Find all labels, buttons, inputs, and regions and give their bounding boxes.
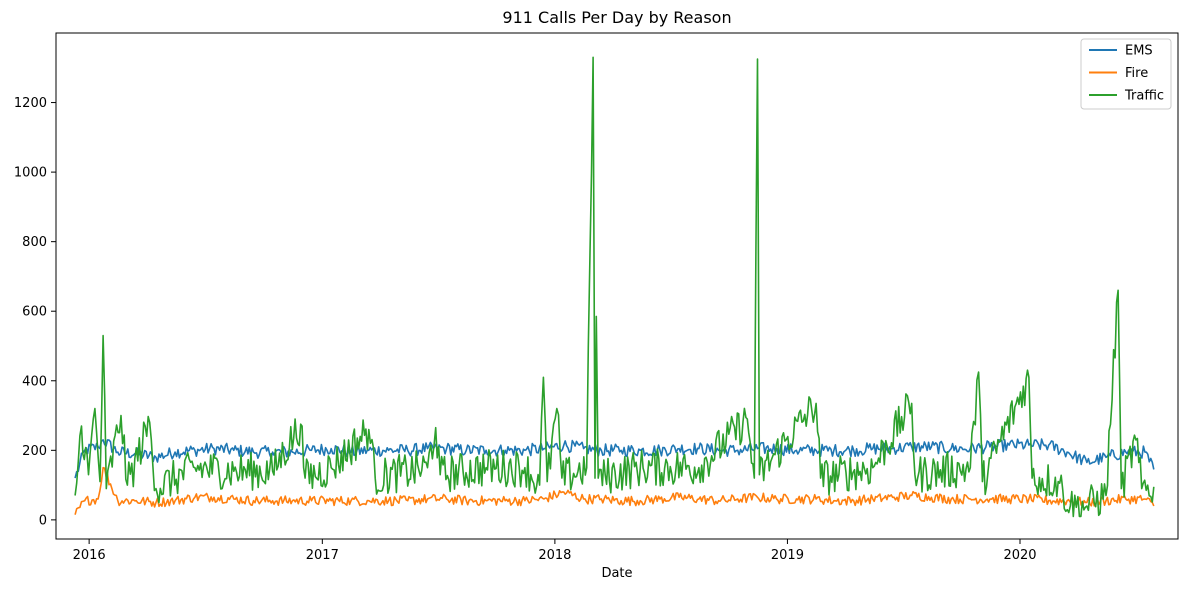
y-tick-label: 800 bbox=[22, 235, 47, 250]
x-tick-label: 2017 bbox=[306, 548, 339, 563]
y-tick-label: 600 bbox=[22, 305, 47, 320]
legend-label-traffic: Traffic bbox=[1124, 89, 1164, 104]
chart-title: 911 Calls Per Day by Reason bbox=[502, 8, 731, 27]
y-tick-label: 1000 bbox=[14, 166, 47, 181]
x-tick-label: 2020 bbox=[1003, 548, 1036, 563]
y-tick-label: 200 bbox=[22, 444, 47, 459]
series-line-ems bbox=[74, 438, 1155, 479]
legend-label-ems: EMS bbox=[1125, 44, 1153, 59]
plot-frame bbox=[55, 32, 1179, 540]
x-tick-label: 2019 bbox=[771, 548, 804, 563]
y-tick-label: 0 bbox=[39, 513, 47, 528]
series-layer bbox=[74, 56, 1155, 518]
legend-box bbox=[1080, 38, 1172, 110]
x-axis-label: Date bbox=[601, 566, 632, 581]
series-line-fire bbox=[74, 466, 1155, 515]
y-tick-label: 1200 bbox=[14, 96, 47, 111]
axes-layer: 0 200 400 600 800 1000 1200 2016 2017 2018 2019 202… bbox=[14, 32, 1179, 563]
legend: EMS Fire Traffic bbox=[1080, 38, 1172, 110]
x-tick-label: 2018 bbox=[538, 548, 571, 563]
y-tick-label: 400 bbox=[22, 374, 47, 389]
legend-label-fire: Fire bbox=[1125, 66, 1148, 81]
x-tick-label: 2016 bbox=[73, 548, 106, 563]
series-line-traffic bbox=[74, 56, 1155, 518]
